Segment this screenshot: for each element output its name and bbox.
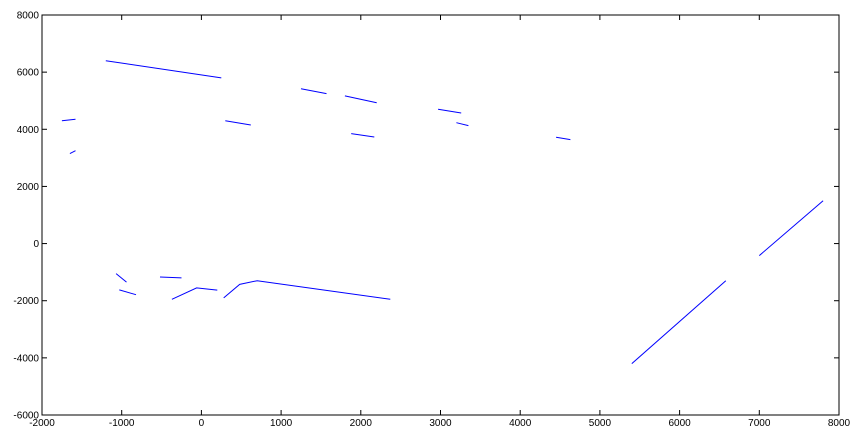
y-tick-label: 8000 <box>17 11 40 22</box>
line-segment-14 <box>171 287 218 300</box>
x-tick-label: 0 <box>199 418 205 429</box>
plot-area-background <box>42 15 839 415</box>
y-tick-label: -4000 <box>13 353 39 364</box>
line-segment-10 <box>556 136 571 141</box>
plot-frame <box>41 14 840 416</box>
line-segment-2 <box>61 118 76 122</box>
y-tick-label: 0 <box>33 239 39 250</box>
x-tick-label: -1000 <box>109 418 135 429</box>
line-segment-1 <box>105 60 222 79</box>
line-segment-11 <box>115 273 127 283</box>
y-tick-label: 4000 <box>17 125 40 136</box>
line-segment-15 <box>223 280 391 300</box>
axes-layer: -2000 -1000 0 1000 2000 3000 4000 5000 6000 7000 8… <box>13 11 850 430</box>
series-layer <box>61 60 824 364</box>
line-segment-7 <box>351 133 375 138</box>
x-tick-label: 7000 <box>748 418 771 429</box>
line-segment-17 <box>758 200 824 256</box>
line-segment-13 <box>159 276 182 279</box>
y-tick-label: 6000 <box>17 68 40 79</box>
x-tick-label: 8000 <box>828 418 851 429</box>
y-tick-label: 2000 <box>17 182 40 193</box>
line-segment-6 <box>344 95 377 104</box>
x-tick-label: 1000 <box>270 418 293 429</box>
line-segment-12 <box>119 289 137 296</box>
line-segment-4 <box>225 120 251 126</box>
line-segment-9 <box>456 122 469 127</box>
line-segment-8 <box>438 108 462 114</box>
y-tick-label: -6000 <box>13 411 39 422</box>
x-tick-label: 3000 <box>429 418 452 429</box>
line-segment-3 <box>69 150 76 155</box>
line-segment-16 <box>631 280 727 364</box>
x-tick-label: 6000 <box>668 418 691 429</box>
line-segment-5 <box>300 88 327 95</box>
y-tick-label: -2000 <box>13 296 39 307</box>
x-tick-label: 2000 <box>350 418 373 429</box>
x-tick-label: 5000 <box>589 418 612 429</box>
x-tick-label: -2000 <box>29 418 55 429</box>
x-tick-label: 4000 <box>509 418 532 429</box>
